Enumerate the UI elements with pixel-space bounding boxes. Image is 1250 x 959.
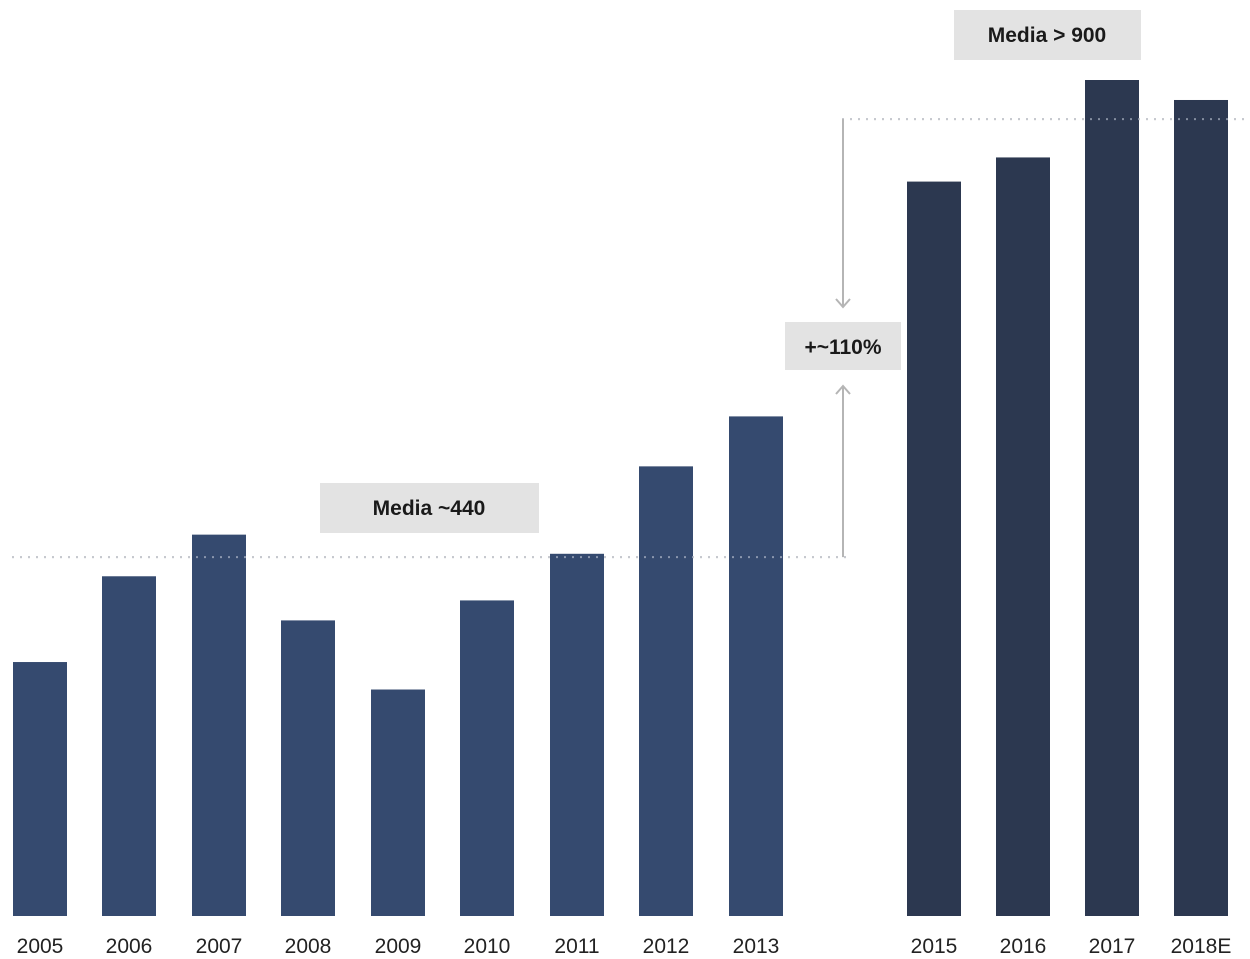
x-tick-label-2006: 2006 bbox=[106, 935, 153, 958]
x-tick-label-2007: 2007 bbox=[196, 935, 243, 958]
bar-2016 bbox=[996, 157, 1050, 917]
media-early-label-box bbox=[320, 483, 539, 533]
media-late-label-box bbox=[954, 10, 1141, 60]
change-label-box bbox=[785, 322, 901, 370]
x-tick-label-2011: 2011 bbox=[554, 935, 599, 958]
x-tick-labels: 2005 2006 2007 2008 2009 2010 2011 2012 2013 2015… bbox=[17, 935, 1232, 958]
x-tick-label-2008: 2008 bbox=[285, 935, 332, 958]
bar-2009 bbox=[371, 689, 425, 916]
media-late-label: Media > 900 bbox=[988, 24, 1106, 47]
bar-2013 bbox=[729, 416, 783, 916]
change-label: +~110% bbox=[804, 336, 881, 359]
bar-2008 bbox=[281, 620, 335, 916]
media-late-annotation: Media > 900 bbox=[954, 10, 1141, 60]
arrow-down-icon bbox=[835, 298, 851, 309]
bar-2010 bbox=[460, 600, 514, 916]
bar-2018E bbox=[1174, 99, 1228, 916]
x-tick-label-2015: 2015 bbox=[911, 935, 958, 958]
reference-lines-overlay bbox=[12, 118, 1248, 559]
change-annotation: +~110% bbox=[785, 119, 901, 558]
x-tick-label-2010: 2010 bbox=[464, 935, 511, 958]
bar-2007 bbox=[192, 534, 246, 916]
bar-2005 bbox=[13, 662, 67, 916]
bar-2015 bbox=[907, 181, 961, 916]
x-tick-label-2018E: 2018E bbox=[1171, 935, 1232, 958]
bar-2012 bbox=[639, 466, 693, 916]
x-tick-label-2017: 2017 bbox=[1089, 935, 1136, 958]
reference-lines bbox=[12, 118, 1248, 559]
x-tick-label-2016: 2016 bbox=[1000, 935, 1047, 958]
x-tick-label-2013: 2013 bbox=[733, 935, 780, 958]
bar-2006 bbox=[102, 576, 156, 916]
x-tick-label-2009: 2009 bbox=[375, 935, 422, 958]
bars-group bbox=[13, 80, 1228, 917]
arrow-up-icon bbox=[835, 384, 851, 395]
x-tick-label-2012: 2012 bbox=[643, 935, 690, 958]
x-tick-label-2005: 2005 bbox=[17, 935, 64, 958]
bar-2011 bbox=[550, 553, 604, 916]
media-early-label: Media ~440 bbox=[373, 497, 486, 520]
bar-2017 bbox=[1085, 80, 1139, 916]
media-early-annotation: Media ~440 bbox=[320, 483, 539, 533]
